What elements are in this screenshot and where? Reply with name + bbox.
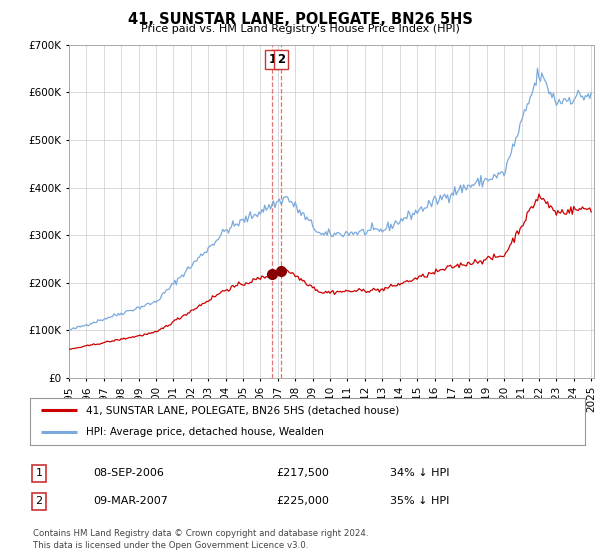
Text: HPI: Average price, detached house, Wealden: HPI: Average price, detached house, Weal… bbox=[86, 427, 323, 437]
Text: Price paid vs. HM Land Registry's House Price Index (HPI): Price paid vs. HM Land Registry's House … bbox=[140, 24, 460, 34]
Text: £225,000: £225,000 bbox=[276, 496, 329, 506]
Text: 34% ↓ HPI: 34% ↓ HPI bbox=[390, 468, 449, 478]
Text: Contains HM Land Registry data © Crown copyright and database right 2024.: Contains HM Land Registry data © Crown c… bbox=[33, 529, 368, 538]
Text: 1: 1 bbox=[35, 468, 43, 478]
Text: 2: 2 bbox=[35, 496, 43, 506]
Text: 35% ↓ HPI: 35% ↓ HPI bbox=[390, 496, 449, 506]
Text: 1: 1 bbox=[268, 53, 277, 66]
Text: 08-SEP-2006: 08-SEP-2006 bbox=[93, 468, 164, 478]
Text: 41, SUNSTAR LANE, POLEGATE, BN26 5HS: 41, SUNSTAR LANE, POLEGATE, BN26 5HS bbox=[128, 12, 472, 27]
Text: This data is licensed under the Open Government Licence v3.0.: This data is licensed under the Open Gov… bbox=[33, 541, 308, 550]
Text: 41, SUNSTAR LANE, POLEGATE, BN26 5HS (detached house): 41, SUNSTAR LANE, POLEGATE, BN26 5HS (de… bbox=[86, 405, 399, 416]
Text: 09-MAR-2007: 09-MAR-2007 bbox=[93, 496, 168, 506]
Text: 2: 2 bbox=[277, 53, 285, 66]
Text: £217,500: £217,500 bbox=[276, 468, 329, 478]
